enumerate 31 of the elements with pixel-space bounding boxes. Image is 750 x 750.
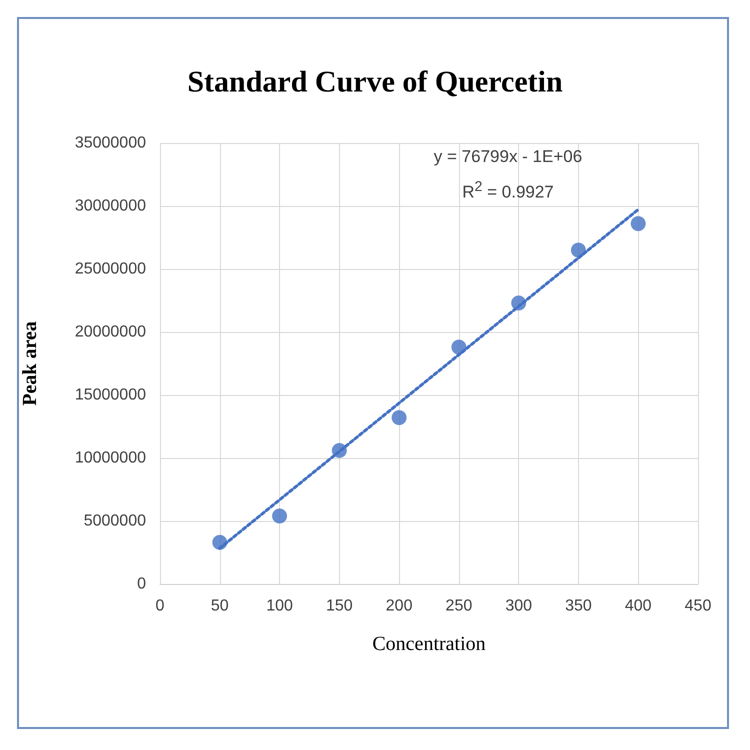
x-tick-label: 200 bbox=[386, 598, 413, 614]
y-tick-label: 0 bbox=[137, 576, 146, 592]
point bbox=[272, 508, 288, 524]
point bbox=[570, 242, 586, 258]
y-tick-label: 30000000 bbox=[74, 198, 146, 214]
x-axis-title: Concentration bbox=[372, 633, 486, 655]
chart-title: Standard Curve of Quercetin bbox=[187, 66, 563, 98]
y-axis-title: Peak area bbox=[19, 321, 41, 406]
x-tick-label: 50 bbox=[210, 598, 229, 614]
x-tick-label: 350 bbox=[565, 598, 592, 614]
x-tick-label: 300 bbox=[505, 598, 532, 614]
x-tick-label: 0 bbox=[156, 598, 165, 614]
x-tick-label: 250 bbox=[446, 598, 472, 614]
y-tick-label: 5000000 bbox=[84, 512, 146, 530]
y-tick-label: 10000000 bbox=[74, 450, 146, 466]
point bbox=[630, 216, 646, 232]
x-tick-label: 400 bbox=[624, 598, 652, 614]
annotation: R$^{2}$ = 0.9927 bbox=[461, 178, 555, 204]
point bbox=[212, 534, 228, 550]
y-tick-label: 20000000 bbox=[74, 324, 146, 340]
y-tick-label: 15000000 bbox=[74, 386, 146, 404]
x-tick-label: 100 bbox=[266, 598, 293, 614]
point bbox=[451, 340, 466, 355]
point bbox=[511, 296, 526, 311]
y-tick-label: 25000000 bbox=[74, 260, 146, 278]
y-tick-label: 35000000 bbox=[74, 134, 146, 152]
x-tick-label: 150 bbox=[326, 598, 353, 614]
annotation: y = 76799x - 1E+06 bbox=[432, 146, 584, 168]
point bbox=[332, 442, 347, 458]
x-tick-label: 450 bbox=[684, 598, 712, 614]
point bbox=[392, 410, 407, 426]
